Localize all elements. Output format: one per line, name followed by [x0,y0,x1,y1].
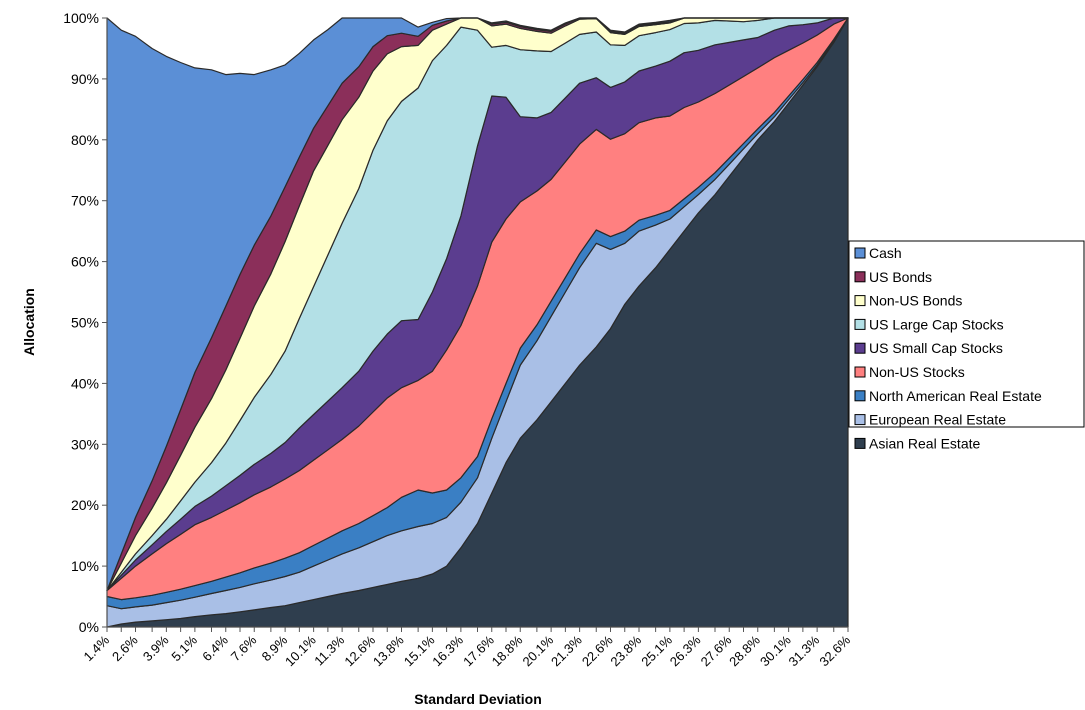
x-tick-label: 32.6% [816,632,853,669]
legend-label: Non-US Stocks [869,364,965,380]
legend-label: Non-US Bonds [869,293,962,309]
legend-swatch [854,437,866,449]
y-tick-label: 60% [71,254,99,270]
y-tick-label: 40% [71,375,99,391]
legend-label: North American Real Estate [869,388,1042,404]
x-tick-label: 25.1% [638,632,675,669]
legend-label: Asian Real Estate [869,435,980,451]
x-tick-label: 22.6% [579,632,616,669]
x-tick-label: 13.8% [370,632,407,669]
y-tick-label: 0% [79,619,99,635]
x-tick-label: 20.1% [520,632,557,669]
y-tick-label: 70% [71,193,99,209]
x-tick-label: 28.8% [726,632,763,669]
legend-swatch [854,390,866,402]
legend-label: Cash [869,245,902,261]
x-tick-label: 1.4% [81,632,113,664]
legend-box [848,240,1085,428]
legend-swatch [854,366,866,378]
x-axis-title: Standard Deviation [414,691,542,707]
legend-swatch [854,342,866,354]
x-tick-label: 21.3% [548,632,585,669]
legend-label: US Bonds [869,269,932,285]
legend-swatch [854,271,866,283]
legend-label: US Small Cap Stocks [869,340,1003,356]
x-tick-label: 18.8% [489,632,526,669]
x-tick-label: 2.6% [109,632,141,664]
y-tick-label: 90% [71,71,99,87]
y-tick-label: 10% [71,558,99,574]
x-tick-label: 7.6% [228,632,260,664]
x-tick-label: 3.9% [140,632,172,664]
x-tick-label: 10.1% [282,632,319,669]
x-tick-label: 30.1% [757,632,794,669]
area-cash [106,17,849,592]
x-tick-label: 17.6% [460,632,497,669]
x-tick-label: 5.1% [168,632,200,664]
y-tick-label: 80% [71,132,99,148]
x-tick-label: 15.1% [401,632,438,669]
legend-swatch [854,247,866,259]
y-tick-label: 100% [63,10,99,26]
y-axis-title: Allocation [21,288,37,356]
legend-swatch [854,318,866,330]
x-tick-label: 11.3% [311,632,347,668]
x-tick-label: 23.8% [607,632,644,669]
y-axis-ticks: 0% 10% 20% 30% 40% 50% 60% 70% 80% 90% 100% [63,10,107,635]
x-tick-label: 6.4% [199,632,231,664]
x-tick-label: 16.3% [429,632,466,669]
x-tick-label: 31.3% [786,632,823,669]
y-tick-label: 50% [71,315,99,331]
x-tick-label: 12.6% [341,632,378,669]
y-tick-label: 20% [71,497,99,513]
x-tick-label: 27.6% [698,632,735,669]
x-axis-ticks: 1.4%2.6% 3.9%5.1% 6.4%7.6% 8.9%10.1%11.3%12… [81,627,853,669]
legend-swatch [854,414,866,426]
x-tick-label: 26.3% [667,632,704,669]
plot-areas [106,17,849,628]
legend-swatch [854,295,866,307]
legend: Cash US Bonds Non-US Bonds US Large Cap Sto… [848,240,1085,451]
legend-label: European Real Estate [869,412,1006,428]
y-tick-label: 30% [71,436,99,452]
legend-label: US Large Cap Stocks [869,316,1004,332]
